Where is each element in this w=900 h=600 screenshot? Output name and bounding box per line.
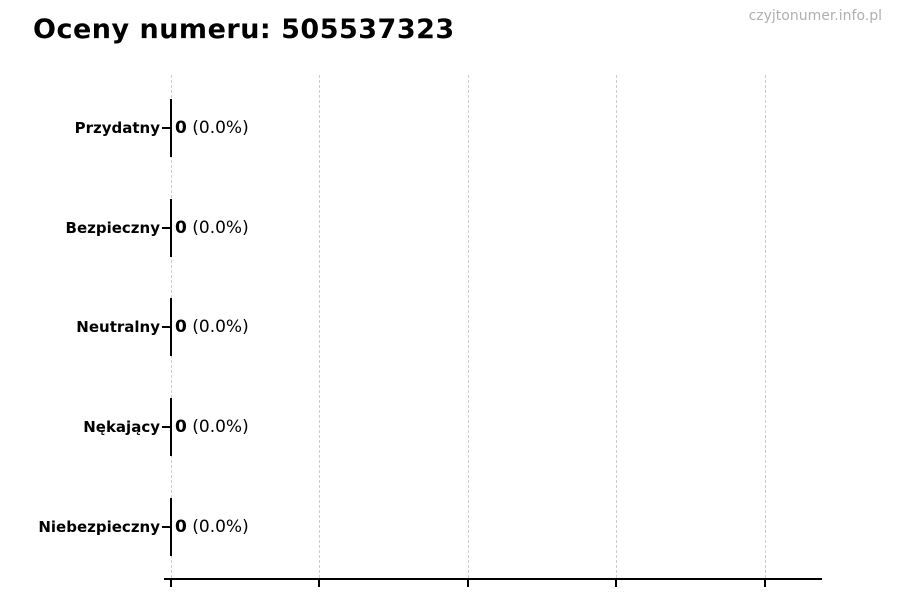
value-count: 0: [175, 517, 187, 537]
y-axis-tick: [162, 227, 170, 229]
vertical-gridline: [468, 75, 469, 578]
value-percent: (0.0%): [192, 218, 249, 238]
category-label: Bezpieczny: [65, 219, 160, 237]
zero-value-bar: [170, 498, 172, 556]
x-axis-tick: [467, 580, 469, 587]
value-count: 0: [175, 417, 187, 437]
x-axis-tick: [170, 580, 172, 587]
value-label: 0 (0.0%): [175, 417, 249, 437]
y-axis-tick: [162, 426, 170, 428]
value-percent: (0.0%): [192, 417, 249, 437]
x-axis-line: [164, 578, 822, 580]
vertical-gridline: [616, 75, 617, 578]
value-percent: (0.0%): [192, 317, 249, 337]
category-label: Przydatny: [74, 119, 160, 137]
zero-value-bar: [170, 298, 172, 356]
value-count: 0: [175, 118, 187, 138]
watermark-site-label: czyjtonumer.info.pl: [748, 8, 882, 24]
value-label: 0 (0.0%): [175, 517, 249, 537]
vertical-gridline: [765, 75, 766, 578]
y-axis-tick: [162, 127, 170, 129]
y-axis-tick: [162, 326, 170, 328]
value-percent: (0.0%): [192, 118, 249, 138]
vertical-gridline: [319, 75, 320, 578]
value-label: 0 (0.0%): [175, 218, 249, 238]
x-axis-tick: [615, 580, 617, 587]
value-percent: (0.0%): [192, 517, 249, 537]
zero-value-bar: [170, 199, 172, 257]
zero-value-bar: [170, 398, 172, 456]
value-label: 0 (0.0%): [175, 317, 249, 337]
category-label: Nękający: [83, 418, 160, 436]
y-axis-tick: [162, 526, 170, 528]
value-label: 0 (0.0%): [175, 118, 249, 138]
chart-title: Oceny numeru: 505537323: [33, 14, 455, 45]
value-count: 0: [175, 317, 187, 337]
category-label: Niebezpieczny: [38, 518, 160, 536]
x-axis-tick: [764, 580, 766, 587]
category-label: Neutralny: [76, 318, 160, 336]
value-count: 0: [175, 218, 187, 238]
zero-value-bar: [170, 99, 172, 157]
x-axis-tick: [318, 580, 320, 587]
